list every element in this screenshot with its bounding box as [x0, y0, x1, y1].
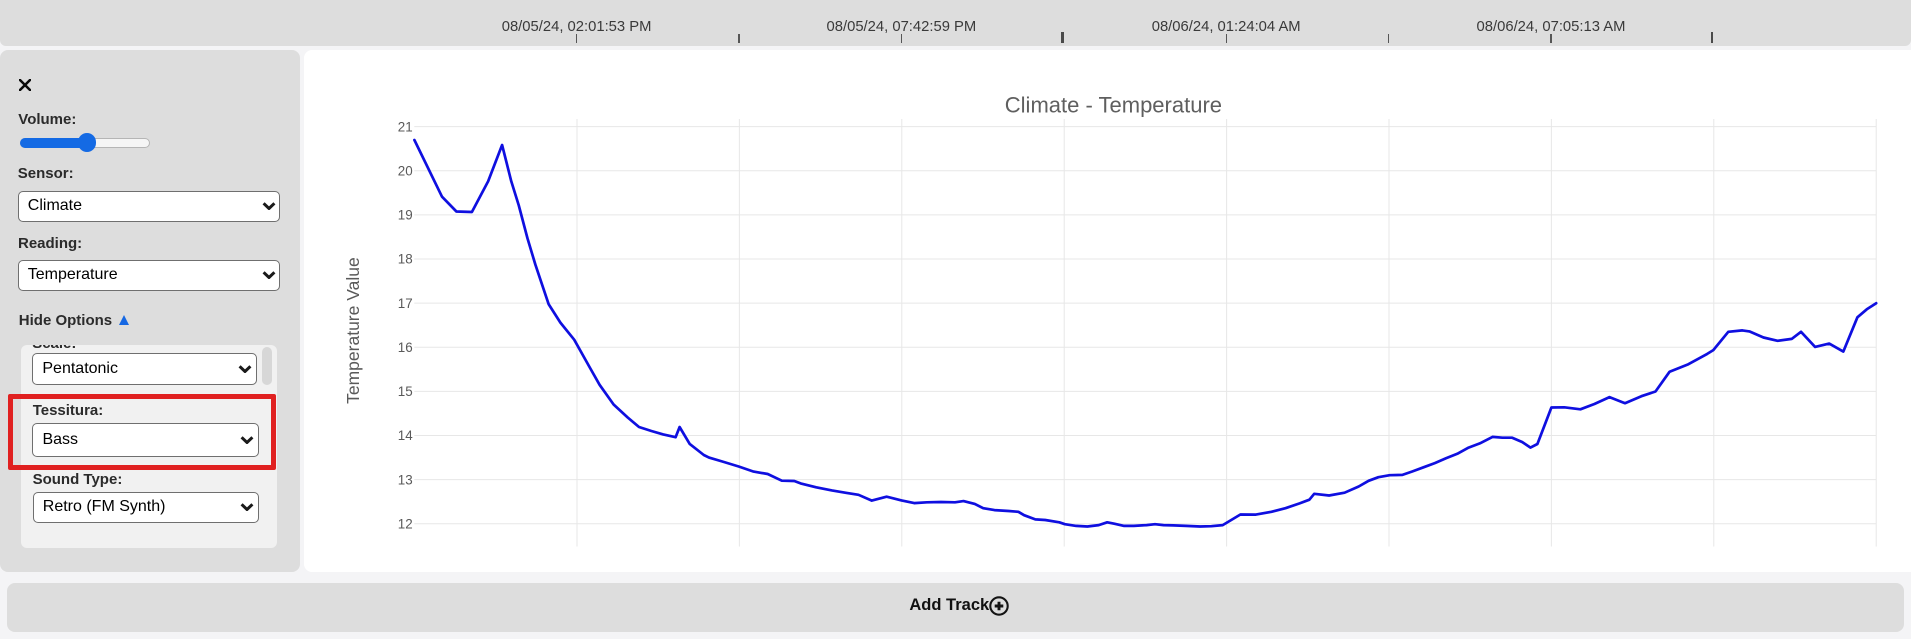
svg-text:12: 12 [397, 517, 412, 532]
svg-text:21: 21 [397, 119, 412, 134]
svg-text:14: 14 [397, 428, 412, 443]
svg-text:18: 18 [397, 252, 412, 267]
svg-text:13: 13 [397, 472, 412, 487]
svg-text:17: 17 [397, 296, 412, 311]
svg-text:Temperature Value: Temperature Value [343, 257, 363, 404]
svg-text:19: 19 [397, 208, 412, 223]
svg-text:20: 20 [397, 163, 412, 178]
svg-text:15: 15 [397, 384, 412, 399]
svg-text:Climate - Temperature: Climate - Temperature [1004, 92, 1221, 117]
svg-text:16: 16 [397, 340, 412, 355]
